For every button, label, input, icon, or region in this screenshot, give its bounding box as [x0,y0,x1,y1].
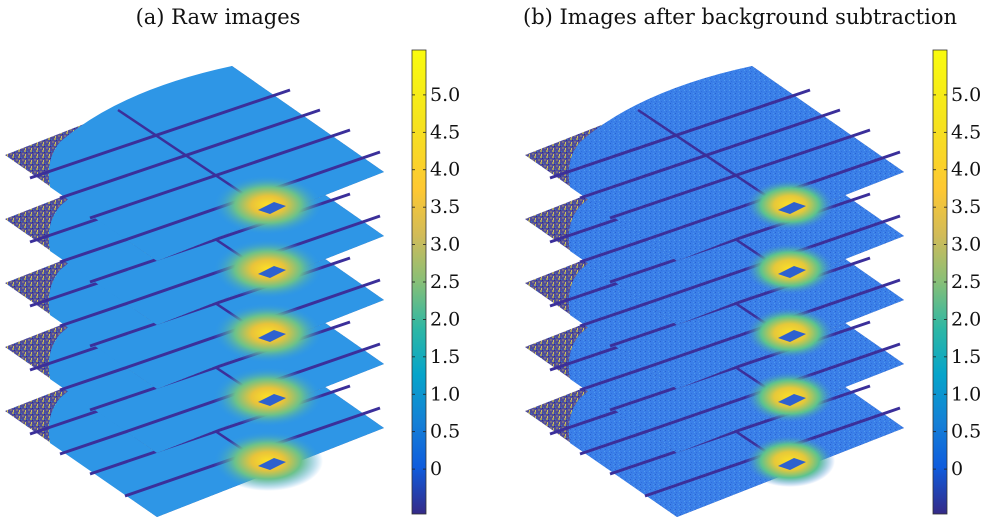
panel-b-colorbar-tick-label: 3.5 [951,196,981,218]
panel-a-colorbar: 0 0.5 1.0 1.5 2.0 2.5 3.0 3.5 4.0 4.5 5.0 [411,49,460,515]
panel-b-colorbar-tick-label: 2.5 [951,271,981,293]
panel-b-colorbar-tick-label: 0 [951,458,963,480]
panel-a-colorbar-tick-label: 1.0 [430,383,460,405]
panel-b-colorbar-tick-label: 0.5 [951,421,981,443]
panel-a-colorbar-tick-label: 0.5 [430,421,460,443]
panel-b-colorbar-tick-label: 5.0 [951,84,981,106]
panel-a-image-stack [3,64,386,518]
panel-b-colorbar-tick-label: 4.5 [951,121,981,143]
panel-a-colorbar-tick-label: 5.0 [430,84,460,106]
panel-a-colorbar-tick-label: 1.5 [430,346,460,368]
panel-b-colorbar-tick-label: 3.0 [951,234,981,256]
panel-b-colorbar: 0 0.5 1.0 1.5 2.0 2.5 3.0 3.5 4.0 4.5 5.0 [932,49,981,515]
panel-b-colorbar-tick-label: 4.0 [951,159,981,181]
panel-b-colorbar-ticks: 0 0.5 1.0 1.5 2.0 2.5 3.0 3.5 4.0 4.5 5.0 [933,84,981,480]
panel-b-colorbar-tick-label: 1.0 [951,383,981,405]
panel-a-colorbar-tick-label: 2.5 [430,271,460,293]
panel-a-colorbar-tick-label: 4.5 [430,121,460,143]
panel-b-colorbar-tick-label: 2.0 [951,308,981,330]
panel-b-colorbar-tick-label: 1.5 [951,346,981,368]
panel-a-colorbar-tick-label: 0 [430,458,442,480]
panel-b-title: (b) Images after background subtraction [523,5,957,29]
panel-a-colorbar-tick-label: 3.5 [430,196,460,218]
panel-b: (b) Images after background subtraction … [523,5,981,518]
panel-a-colorbar-tick-label: 3.0 [430,234,460,256]
panel-a: (a) Raw images 0 0.5 1.0 1.5 2.0 2.5 3.0 3.5 4.0… [3,5,460,518]
panel-a-colorbar-ticks: 0 0.5 1.0 1.5 2.0 2.5 3.0 3.5 4.0 4.5 5.0 [412,84,460,480]
panel-a-colorbar-tick-label: 2.0 [430,308,460,330]
panel-a-title: (a) Raw images [136,5,301,29]
panel-b-image-stack [523,64,906,518]
panel-a-colorbar-tick-label: 4.0 [430,159,460,181]
